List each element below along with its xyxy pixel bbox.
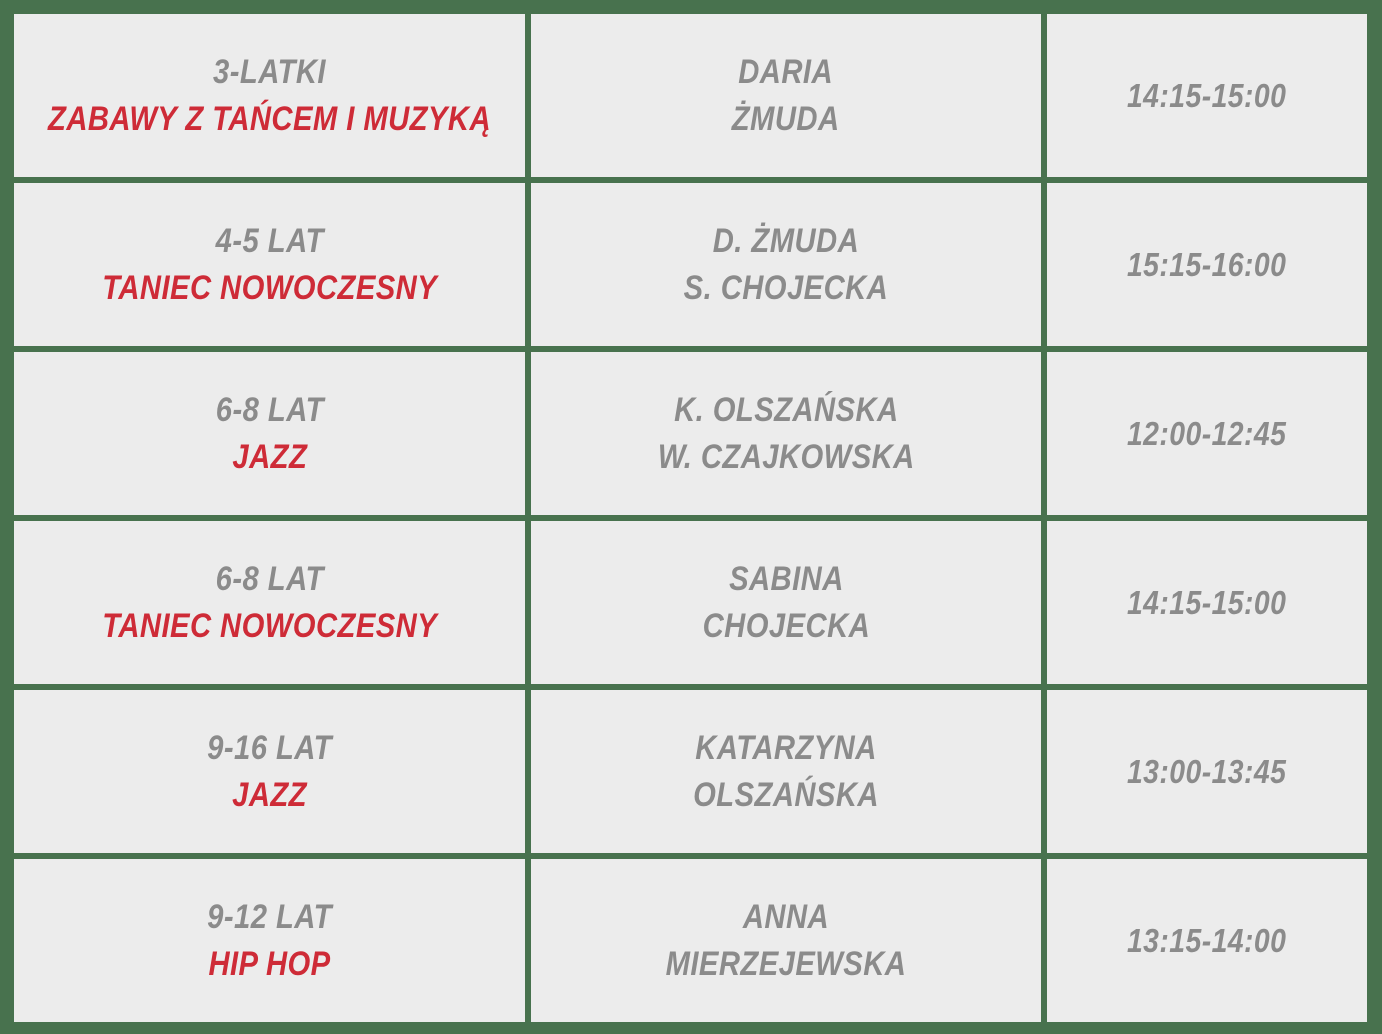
class-cell: 6-8 LAT JAZZ bbox=[14, 352, 525, 515]
class-name-label: TANIEC NOWOCZESNY bbox=[102, 268, 437, 307]
class-name-label: TANIEC NOWOCZESNY bbox=[102, 606, 437, 645]
instructor-cell: KATARZYNA OLSZAŃSKA bbox=[531, 690, 1041, 853]
instructor-cell: K. OLSZAŃSKA W. CZAJKOWSKA bbox=[531, 352, 1041, 515]
instructor-cell: DARIA ŻMUDA bbox=[531, 14, 1041, 177]
time-label: 15:15-16:00 bbox=[1127, 246, 1287, 283]
class-cell: 9-12 LAT HIP HOP bbox=[14, 859, 525, 1022]
instructor-name-line: DARIA bbox=[738, 52, 834, 91]
instructor-cell: D. ŻMUDA S. CHOJECKA bbox=[531, 183, 1041, 346]
time-label: 12:00-12:45 bbox=[1127, 415, 1287, 452]
age-group-label: 9-12 LAT bbox=[207, 897, 332, 936]
class-cell: 4-5 LAT TANIEC NOWOCZESNY bbox=[14, 183, 525, 346]
instructor-name-line: MIERZEJEWSKA bbox=[665, 944, 907, 983]
age-group-label: 6-8 LAT bbox=[215, 559, 324, 598]
age-group-label: 9-16 LAT bbox=[207, 728, 332, 767]
time-cell: 15:15-16:00 bbox=[1047, 183, 1367, 346]
instructor-name-line: ANNA bbox=[742, 897, 830, 936]
instructor-name-line: OLSZAŃSKA bbox=[693, 775, 879, 814]
time-label: 13:15-14:00 bbox=[1127, 922, 1287, 959]
instructor-name-line: KATARZYNA bbox=[695, 728, 877, 767]
age-group-label: 3-LATKI bbox=[213, 52, 326, 91]
time-label: 13:00-13:45 bbox=[1127, 753, 1287, 790]
instructor-name-line: S. CHOJECKA bbox=[683, 268, 889, 307]
instructor-name-line: SABINA bbox=[728, 559, 844, 598]
age-group-label: 4-5 LAT bbox=[215, 221, 324, 260]
instructor-cell: ANNA MIERZEJEWSKA bbox=[531, 859, 1041, 1022]
class-cell: 3-LATKI ZABAWY Z TAŃCEM I MUZYKĄ bbox=[14, 14, 525, 177]
instructor-name-line: CHOJECKA bbox=[702, 606, 870, 645]
class-name-label: JAZZ bbox=[232, 775, 307, 814]
schedule-table: 3-LATKI ZABAWY Z TAŃCEM I MUZYKĄ DARIA Ż… bbox=[14, 14, 1367, 1022]
time-cell: 14:15-15:00 bbox=[1047, 521, 1367, 684]
time-label: 14:15-15:00 bbox=[1127, 584, 1287, 621]
instructor-name-line: K. OLSZAŃSKA bbox=[673, 390, 899, 429]
class-cell: 6-8 LAT TANIEC NOWOCZESNY bbox=[14, 521, 525, 684]
class-name-label: ZABAWY Z TAŃCEM I MUZYKĄ bbox=[48, 99, 491, 138]
time-label: 14:15-15:00 bbox=[1127, 77, 1287, 114]
time-cell: 14:15-15:00 bbox=[1047, 14, 1367, 177]
time-cell: 12:00-12:45 bbox=[1047, 352, 1367, 515]
instructor-cell: SABINA CHOJECKA bbox=[531, 521, 1041, 684]
class-cell: 9-16 LAT JAZZ bbox=[14, 690, 525, 853]
class-name-label: JAZZ bbox=[232, 437, 307, 476]
time-cell: 13:00-13:45 bbox=[1047, 690, 1367, 853]
instructor-name-line: ŻMUDA bbox=[732, 99, 840, 138]
class-name-label: HIP HOP bbox=[208, 944, 331, 983]
instructor-name-line: W. CZAJKOWSKA bbox=[657, 437, 915, 476]
age-group-label: 6-8 LAT bbox=[215, 390, 324, 429]
instructor-name-line: D. ŻMUDA bbox=[712, 221, 860, 260]
time-cell: 13:15-14:00 bbox=[1047, 859, 1367, 1022]
